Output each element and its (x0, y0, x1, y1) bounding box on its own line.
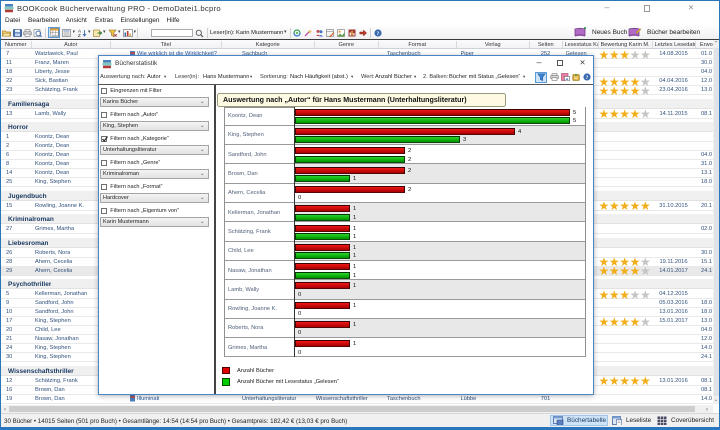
svg-text:?: ? (377, 31, 380, 37)
svg-text:A: A (78, 29, 81, 34)
svg-text:Z: Z (78, 33, 81, 37)
svg-text:?: ? (586, 75, 589, 81)
